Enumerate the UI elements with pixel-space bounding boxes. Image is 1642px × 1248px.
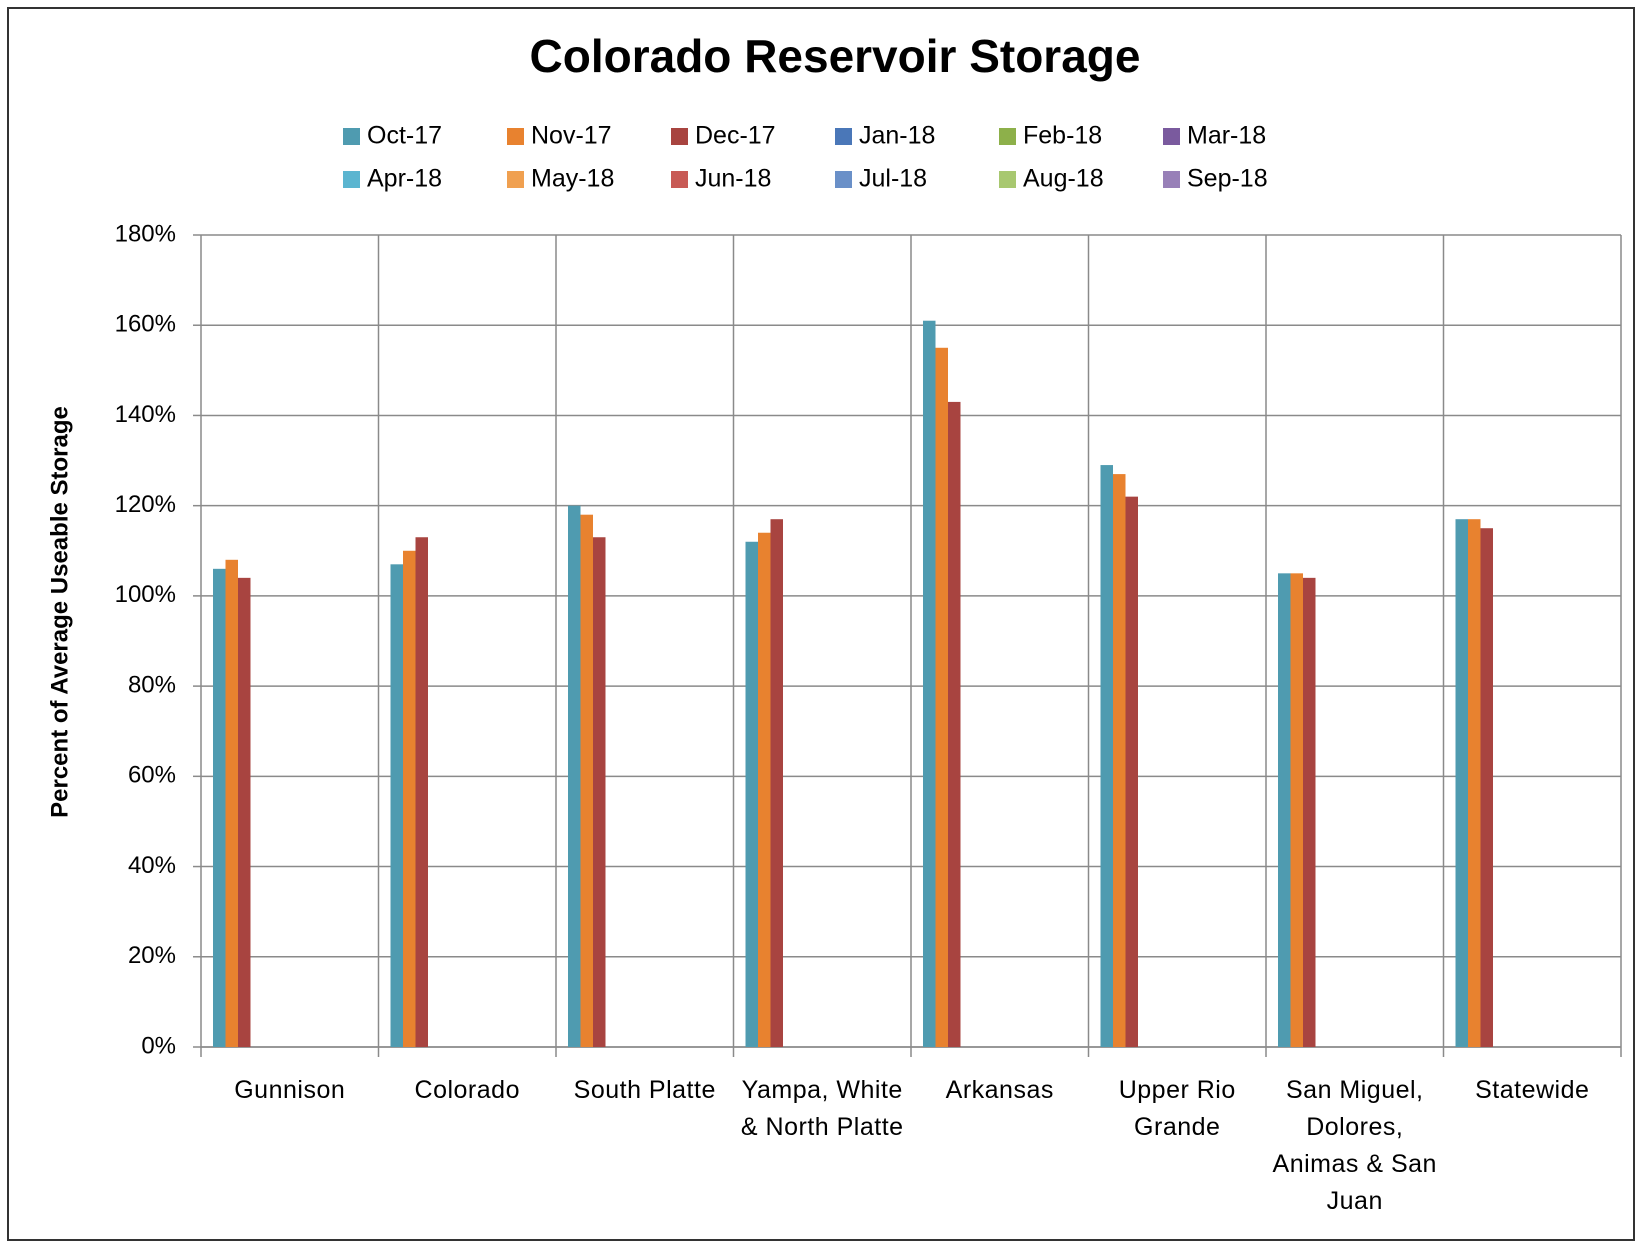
- bar: [580, 514, 593, 1047]
- legend-swatch: [343, 128, 360, 145]
- bar: [1100, 465, 1113, 1048]
- bar: [1480, 528, 1493, 1047]
- legend-swatch: [999, 171, 1016, 188]
- bar: [935, 347, 948, 1047]
- y-axis-label: Percent of Average Useable Storage: [46, 406, 73, 818]
- x-tick-label: Gunnison: [234, 1076, 346, 1104]
- legend-label: May-18: [531, 165, 614, 193]
- x-tick-label: San Miguel, Dolores, Animas & San Juan: [1272, 1076, 1437, 1215]
- legend-swatch: [999, 128, 1016, 145]
- legend-label: Aug-18: [1023, 165, 1104, 193]
- y-tick-label: 100%: [115, 581, 176, 608]
- bar: [225, 559, 238, 1047]
- legend-swatch: [1163, 171, 1180, 188]
- bar: [1278, 573, 1291, 1047]
- bar: [213, 568, 226, 1047]
- y-tick-label: 140%: [115, 401, 176, 428]
- bar: [403, 550, 416, 1047]
- x-tick-label: Statewide: [1475, 1076, 1590, 1104]
- x-tick-label: Arkansas: [945, 1076, 1054, 1104]
- y-tick-label: 20%: [128, 942, 176, 969]
- y-tick-label: 60%: [128, 762, 176, 789]
- bar: [1468, 519, 1481, 1047]
- legend-label: Dec-17: [695, 122, 776, 150]
- bar: [1290, 573, 1303, 1047]
- x-tick-label: Upper Rio Grande: [1118, 1076, 1236, 1141]
- y-tick-label: 160%: [115, 311, 176, 338]
- y-tick-label: 0%: [141, 1032, 176, 1059]
- bar: [1455, 519, 1468, 1047]
- chart-title: Colorado Reservoir Storage: [530, 30, 1141, 82]
- y-tick-label: 120%: [115, 491, 176, 518]
- legend-swatch: [507, 171, 524, 188]
- legend-label: Jan-18: [859, 122, 935, 150]
- legend-label: Nov-17: [531, 122, 612, 150]
- bar: [758, 532, 771, 1047]
- x-tick-label: Colorado: [414, 1076, 520, 1104]
- legend-label: Apr-18: [367, 165, 442, 193]
- chart-border: [7, 7, 1635, 1241]
- legend-label: Mar-18: [1187, 122, 1266, 150]
- legend-label: Oct-17: [367, 122, 442, 150]
- legend-swatch: [671, 171, 688, 188]
- bar: [1113, 474, 1126, 1048]
- legend-label: Feb-18: [1023, 122, 1102, 150]
- bar: [948, 401, 961, 1047]
- bar: [1303, 577, 1316, 1047]
- bar: [923, 320, 936, 1047]
- legend-label: Sep-18: [1187, 165, 1268, 193]
- legend-swatch: [1163, 128, 1180, 145]
- bar: [593, 537, 606, 1047]
- legend-swatch: [835, 171, 852, 188]
- legend-swatch: [671, 128, 688, 145]
- bar: [415, 537, 428, 1047]
- bar: [568, 505, 581, 1048]
- y-tick-label: 180%: [115, 220, 176, 247]
- bar: [745, 541, 758, 1047]
- x-tick-label: South Platte: [573, 1076, 716, 1104]
- bar: [770, 519, 783, 1047]
- bar: [1125, 496, 1138, 1048]
- x-tick-label: Yampa, White & North Platte: [740, 1076, 904, 1141]
- y-tick-label: 40%: [128, 852, 176, 879]
- legend-swatch: [507, 128, 524, 145]
- bar: [390, 564, 403, 1047]
- legend-swatch: [835, 128, 852, 145]
- legend-swatch: [343, 171, 360, 188]
- y-tick-label: 80%: [128, 671, 176, 698]
- legend-label: Jun-18: [695, 165, 771, 193]
- legend-label: Jul-18: [859, 165, 927, 193]
- bar: [238, 577, 251, 1047]
